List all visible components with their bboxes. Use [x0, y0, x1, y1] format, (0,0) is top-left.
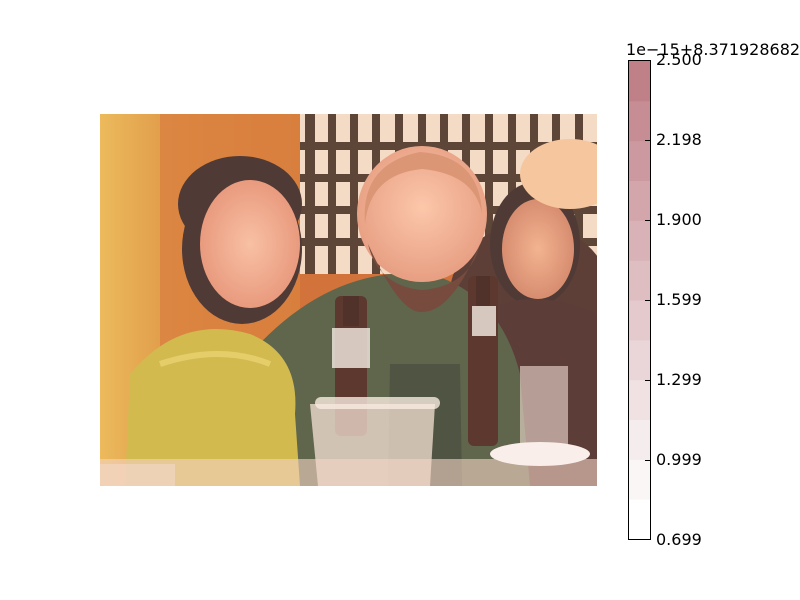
colorbar-gradient	[629, 61, 650, 540]
colorbar-level	[629, 140, 650, 181]
colorbar-tick-label: 2.198	[656, 130, 702, 150]
colorbar-level	[629, 300, 650, 341]
colorbar-tick-label: 1.299	[656, 370, 702, 390]
colorbar-tick-label: 1.900	[656, 209, 702, 229]
colorbar-tick-label: 0.699	[656, 530, 702, 549]
colorbar-level	[629, 459, 650, 500]
colorbar-tick-mark	[645, 380, 651, 382]
colorbar	[628, 60, 651, 540]
colorbar-tick-mark	[645, 60, 651, 61]
photo-image	[100, 114, 597, 486]
colorbar-level	[629, 61, 650, 102]
colorbar-level	[629, 180, 650, 221]
colorbar-tick-label: 1.599	[656, 290, 702, 310]
colorbar-tick-label: 0.999	[656, 450, 702, 470]
colorbar-level	[629, 339, 650, 381]
colorbar-tick-mark	[645, 140, 651, 142]
colorbar-level	[629, 220, 650, 261]
colorbar-level	[629, 100, 650, 142]
colorbar-tick-mark	[645, 300, 651, 302]
colorbar-tick-mark	[645, 460, 651, 462]
colorbar-level	[629, 379, 650, 420]
colorbar-level	[629, 499, 650, 540]
colorbar-tick-label: 2.500	[656, 50, 702, 69]
colorbar-offset-label: 1e−15+8.3719286826	[626, 40, 800, 59]
colorbar-level	[629, 419, 650, 460]
colorbar-tick-mark	[645, 219, 651, 221]
image-axes	[100, 114, 597, 486]
colorbar-level	[629, 260, 650, 301]
colorbar-tick-mark	[645, 539, 651, 540]
